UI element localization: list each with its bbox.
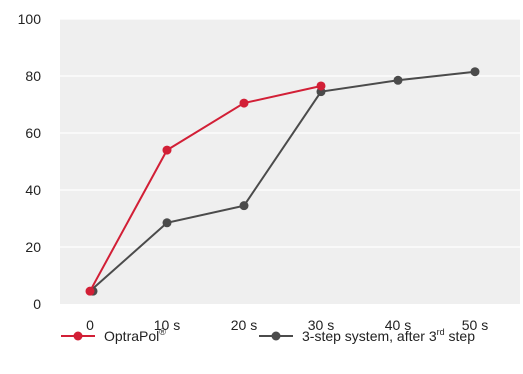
legend-label-optrapol: OptraPol® — [104, 327, 166, 344]
data-point-optrapol — [316, 81, 326, 91]
x-tick-label: 50 s — [462, 317, 488, 333]
series-line-3-step — [89, 70, 476, 292]
y-tick-label: 40 — [25, 182, 41, 198]
legend-item-3-step-system: 3-step system, after 3rd step — [259, 327, 475, 344]
legend-label-3-step-sup: rd — [437, 327, 445, 337]
y-tick-label: 60 — [25, 125, 41, 141]
legend-label-3-step-main: 3-step system, after 3 — [302, 328, 437, 344]
legend: OptraPol® 3-step system, after 3rd step — [61, 327, 475, 344]
y-tick-label: 80 — [25, 68, 41, 84]
data-point-optrapol — [239, 98, 249, 108]
x-tick-label: 0 — [86, 317, 94, 333]
legend-marker-dot-optrapol — [73, 331, 83, 341]
series-layer — [85, 67, 480, 296]
legend-item-optrapol: OptraPol® — [61, 327, 166, 344]
y-tick-label: 100 — [18, 11, 42, 27]
x-axis-tick-labels: 0 10 s 20 s 30 s 40 s 50 s — [86, 317, 488, 333]
series-line-optrapol — [89, 84, 322, 292]
legend-marker-dot-3-step — [271, 331, 281, 341]
legend-label-optrapol-sup: ® — [159, 327, 166, 337]
data-point-optrapol — [85, 286, 95, 296]
data-point-optrapol — [162, 145, 172, 155]
x-tick-label: 20 s — [231, 317, 257, 333]
data-point-3-step — [239, 201, 249, 211]
y-tick-label: 0 — [33, 296, 41, 312]
x-tick-label: 10 s — [154, 317, 180, 333]
data-point-3-step — [470, 67, 480, 77]
legend-label-optrapol-main: OptraPol — [104, 328, 159, 344]
data-point-3-step — [393, 75, 403, 85]
x-tick-label: 30 s — [308, 317, 334, 333]
data-point-3-step — [162, 218, 172, 228]
legend-label-3-step: 3-step system, after 3rd step — [302, 327, 475, 344]
y-axis-tick-labels: 0 20 40 60 80 100 — [18, 11, 42, 312]
x-tick-label: 40 s — [385, 317, 411, 333]
legend-label-3-step-after: step — [445, 328, 476, 344]
plot-background — [60, 19, 520, 304]
y-tick-label: 20 — [25, 239, 41, 255]
